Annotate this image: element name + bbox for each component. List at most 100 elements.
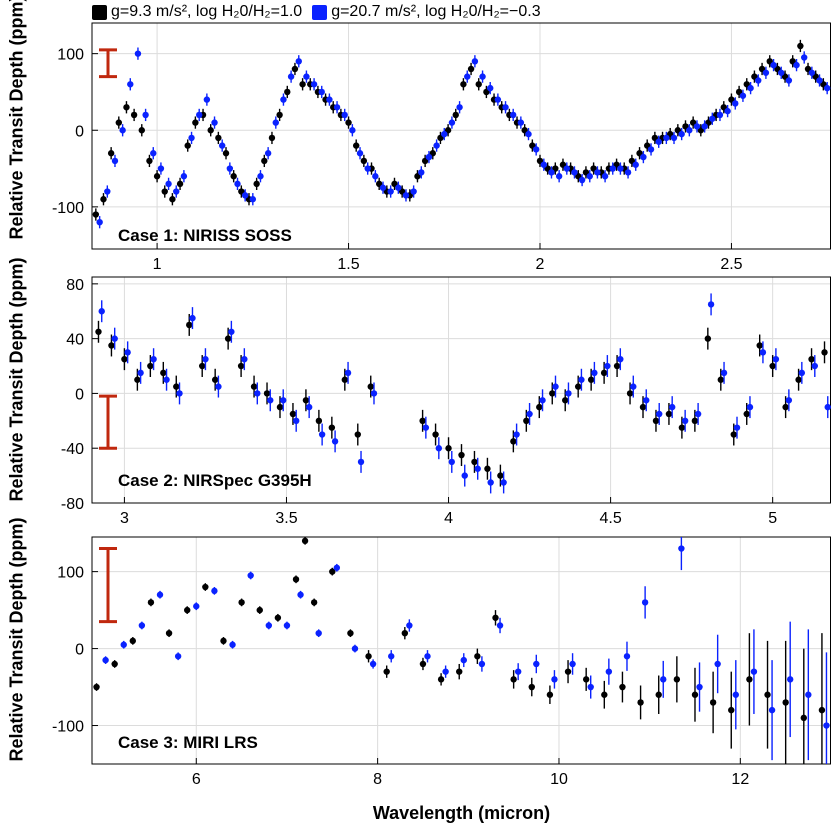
data-point [104,188,111,195]
data-point [234,180,241,188]
data-point [456,668,463,675]
data-point [730,431,737,438]
data-point [510,438,517,445]
data-point [292,576,300,583]
data-point [92,211,100,218]
data-point [808,69,816,76]
data-point [356,150,364,157]
data-point [315,417,323,425]
data-point [315,629,322,637]
data-point [594,169,601,176]
y-axis-label-panel-3: Relative Transit Depth (ppm) [7,510,28,770]
data-point [587,376,595,383]
data-point [134,50,142,57]
series-blue [102,537,830,764]
data-point [410,188,417,195]
data-point [517,119,525,126]
data-point [668,403,676,411]
data-point [632,161,639,168]
data-point [120,641,127,648]
data-point [474,465,481,472]
y-tick-label: 40 [66,332,84,349]
data-point [716,111,724,119]
data-point [717,376,724,383]
legend-item-blue: g=20.7 m/s², log H₂0/H₂=−0.3 [312,3,541,21]
series-blue [96,47,831,229]
data-point [484,465,491,472]
data-layer [93,537,830,764]
data-point [108,342,115,349]
data-point [686,127,693,134]
x-tick-label: 4.5 [599,510,621,527]
y-tick-label: 100 [57,47,84,64]
data-point [624,169,632,176]
y-tick-label: 0 [75,642,84,659]
data-point [678,130,685,138]
data-point [161,188,168,195]
data-point [782,403,789,411]
data-point [471,458,478,466]
data-point [256,606,263,614]
data-point [360,157,368,165]
data-point [714,660,721,668]
data-point [762,69,770,76]
data-point [764,691,771,698]
legend: g=9.3 m/s², log H₂0/H₂=1.0 g=20.7 m/s², … [92,1,551,23]
data-point [102,656,109,664]
data-point [283,622,291,629]
data-point [609,165,616,172]
data-point [345,119,352,126]
data-point [630,383,637,390]
data-point [502,104,509,111]
data-point [276,111,283,119]
data-point [261,157,268,165]
data-point [678,424,686,431]
data-point [222,150,230,157]
data-point [785,77,793,84]
data-point [280,96,287,103]
data-point [367,383,374,390]
data-point [539,397,546,404]
data-point [184,606,191,614]
data-point [574,383,582,390]
data-point [422,424,430,431]
data-point [747,84,754,92]
data-point [605,668,613,675]
data-point [691,691,699,698]
data-point [487,479,494,486]
data-point [637,699,644,706]
data-point [639,403,647,411]
legend-swatch-black [92,4,107,20]
data-point [821,349,828,356]
data-point [769,362,776,370]
y-axis-label-text: Relative Transit Depth (ppm) [6,517,27,762]
data-point [437,676,445,683]
y-tick-label: -80 [61,496,84,513]
data-point [280,397,287,404]
data-point [619,683,626,691]
data-point [165,629,173,637]
data-point [328,424,336,431]
data-point [665,410,673,418]
data-point [640,153,647,161]
error-scale-bar [99,547,117,624]
data-point [733,424,741,431]
data-point [123,104,130,111]
data-point [797,42,804,50]
data-point [95,328,102,335]
data-point [264,150,272,157]
data-point [458,451,465,459]
data-point [226,165,234,172]
data-point [291,65,299,73]
x-tick-label: 8 [373,771,382,788]
y-tick-label: 100 [57,565,84,582]
x-tick-label: 10 [550,771,568,788]
data-point [354,431,361,438]
data-point [230,173,237,180]
data-point [119,127,126,134]
data-point [247,572,254,579]
data-point [759,349,767,356]
data-point [93,683,100,691]
data-point [555,173,563,180]
